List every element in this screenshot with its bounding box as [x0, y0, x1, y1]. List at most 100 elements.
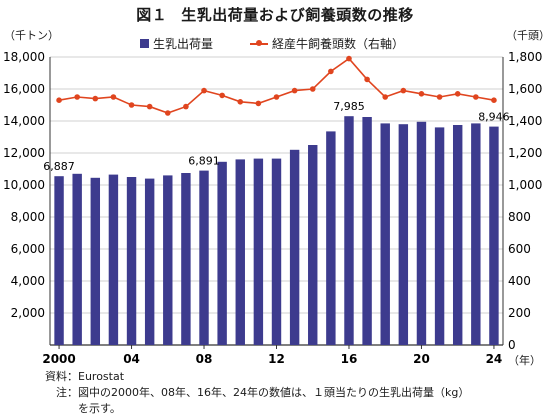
line-point — [454, 91, 461, 97]
data-label: 8,946 — [478, 111, 510, 124]
line-point — [473, 94, 479, 100]
legend-item-bar: 生乳出荷量 — [140, 35, 213, 52]
note-row-2: を示す。 — [30, 401, 469, 417]
x-axis-unit: （年） — [508, 354, 541, 367]
note-label: 注： — [56, 386, 78, 399]
y-left-tick-label: 2,000 — [11, 306, 45, 320]
line-point — [382, 94, 389, 100]
y-left-tick-label: 8,000 — [11, 210, 45, 224]
bar — [217, 161, 227, 345]
line-point — [255, 100, 262, 107]
line-point — [291, 87, 298, 94]
y-right-tick-label: 0 — [508, 338, 516, 352]
x-tick-label: 16 — [341, 352, 358, 366]
bar — [72, 173, 82, 345]
bar — [144, 178, 155, 345]
bar — [398, 124, 409, 345]
bar — [326, 131, 336, 345]
y-right-tick-label: 1,600 — [508, 82, 542, 96]
bar — [452, 125, 463, 345]
y-left-tick-label: 10,000 — [3, 178, 45, 192]
source-text: Eurostat — [78, 370, 125, 383]
source-label: 資料： — [45, 370, 78, 383]
y-right-tick-label: 1,800 — [508, 50, 542, 64]
x-tick-label: 24 — [486, 352, 503, 366]
bar — [235, 159, 245, 345]
bar — [163, 175, 173, 345]
line-point — [400, 87, 407, 94]
line-point — [436, 94, 443, 100]
bar — [489, 126, 499, 345]
line-point — [164, 110, 171, 116]
bar — [181, 173, 191, 345]
line-point — [56, 97, 62, 103]
data-label: 7,985 — [333, 100, 365, 113]
title-text: 生乳出荷量および飼養頭数の推移 — [181, 6, 414, 24]
note-text-line1: 図中の2000年、08年、16年、24年の数値は、１頭当たりの生乳出荷量（kg） — [78, 386, 470, 399]
bar — [416, 121, 427, 345]
legend-bar-label: 生乳出荷量 — [153, 37, 214, 51]
bar — [362, 117, 372, 345]
x-tick-label: 2000 — [42, 352, 75, 366]
note-text-line2: を示す。 — [78, 402, 121, 415]
line-point — [219, 92, 225, 99]
y-right-tick-label: 200 — [508, 306, 531, 320]
y-left-tick-label: 18,000 — [3, 50, 45, 64]
x-tick-label: 20 — [413, 352, 430, 366]
legend-item-line: 経産牛飼養頭数（右軸） — [250, 35, 404, 52]
line-point — [273, 94, 280, 100]
y-right-tick-label: 1,200 — [508, 146, 542, 160]
bar — [308, 145, 318, 345]
y-left-tick-label: 14,000 — [3, 114, 45, 128]
bar — [344, 116, 354, 345]
left-axis-unit: （千トン） — [4, 29, 59, 42]
y-right-tick-label: 800 — [508, 210, 531, 224]
legend-bar-swatch — [140, 39, 149, 48]
legend-line-swatch — [250, 39, 268, 48]
y-right-tick-label: 1,000 — [508, 178, 542, 192]
line-series — [58, 57, 495, 114]
y-left-tick-label: 4,000 — [11, 274, 45, 288]
bar — [108, 174, 119, 345]
line-point — [146, 103, 153, 110]
notes: 資料： Eurostat 注： 図中の2000年、08年、16年、24年の数値は… — [30, 369, 469, 417]
y-left-tick-label: 16,000 — [3, 82, 45, 96]
bar — [54, 176, 64, 345]
figure-number: 図１ — [136, 6, 168, 24]
bar — [289, 149, 300, 345]
bar — [126, 177, 137, 345]
data-label: 6,887 — [43, 160, 75, 173]
y-right-tick-label: 400 — [508, 274, 531, 288]
line-point — [491, 97, 497, 103]
bar — [434, 127, 445, 346]
bar — [90, 177, 101, 345]
y-right-tick-label: 600 — [508, 242, 531, 256]
x-tick-label: 08 — [196, 352, 213, 366]
line-point — [74, 94, 80, 100]
line-point — [418, 91, 425, 97]
line-point — [346, 55, 352, 62]
y-left-tick-label: 6,000 — [11, 242, 45, 256]
x-tick-label: 04 — [123, 352, 140, 366]
right-axis-unit: （千頭） — [506, 29, 550, 42]
line-point — [328, 68, 334, 75]
y-right-tick-label: 1,400 — [508, 114, 542, 128]
line-point — [183, 103, 189, 110]
line-point — [237, 99, 244, 105]
chart-title: 図１ 生乳出荷量および飼養頭数の推移 — [0, 4, 550, 25]
bar — [271, 158, 282, 345]
bar — [253, 158, 264, 345]
line-point — [364, 76, 370, 83]
bar — [380, 123, 390, 346]
line-point — [110, 94, 117, 100]
note-row: 注： 図中の2000年、08年、16年、24年の数値は、１頭当たりの生乳出荷量（… — [30, 385, 469, 401]
y-left-tick-label: 12,000 — [3, 146, 45, 160]
bar — [199, 170, 209, 345]
legend-line-label: 経産牛飼養頭数（右軸） — [272, 37, 405, 51]
line-point — [128, 102, 135, 108]
x-tick-label: 12 — [268, 352, 285, 366]
line-point — [201, 87, 207, 94]
bar — [471, 123, 481, 346]
